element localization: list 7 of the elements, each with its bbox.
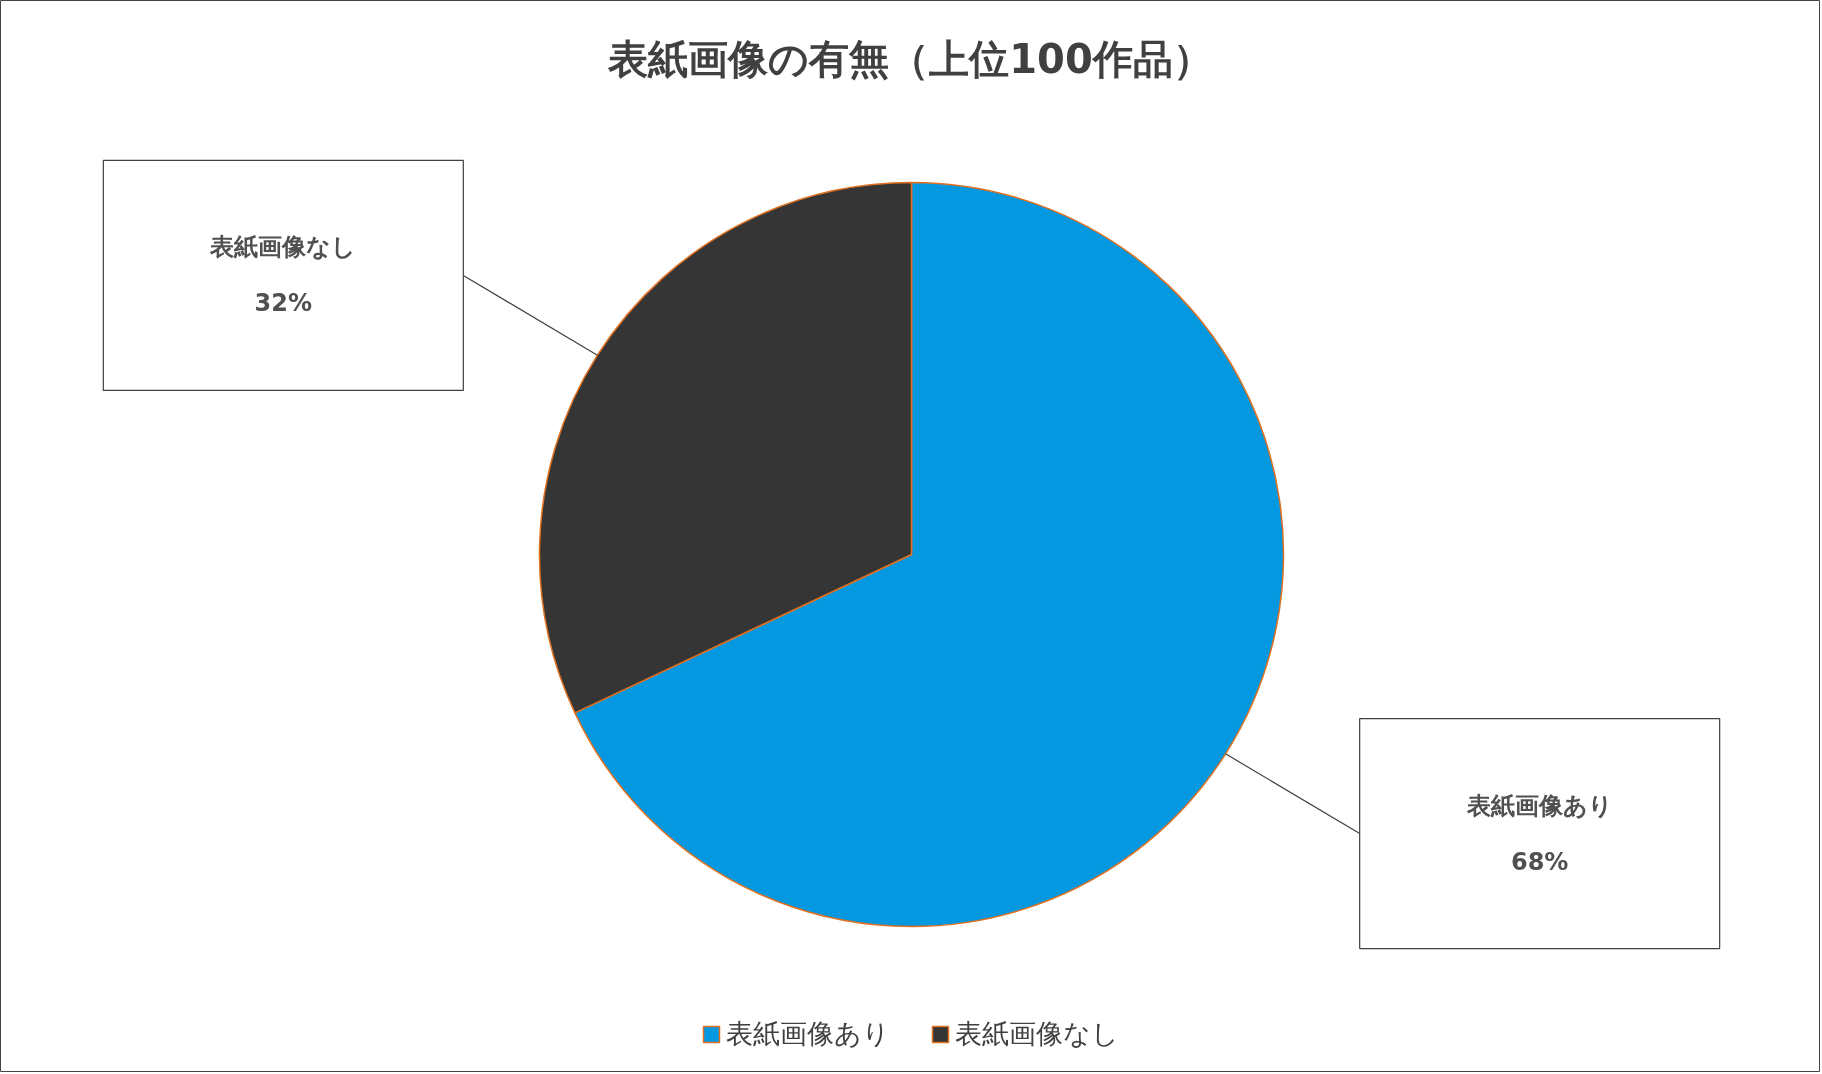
legend-label: 表紙画像あり xyxy=(726,1017,890,1051)
data-label: 68% xyxy=(1510,847,1569,876)
slice-label: 表紙画像なし xyxy=(209,233,357,262)
slice-label: 表紙画像あり xyxy=(1465,791,1613,820)
chart-title: 表紙画像の有無（上位100作品） xyxy=(607,35,1213,82)
legend-label: 表紙画像なし xyxy=(955,1017,1119,1051)
data-label: 32% xyxy=(254,289,313,318)
